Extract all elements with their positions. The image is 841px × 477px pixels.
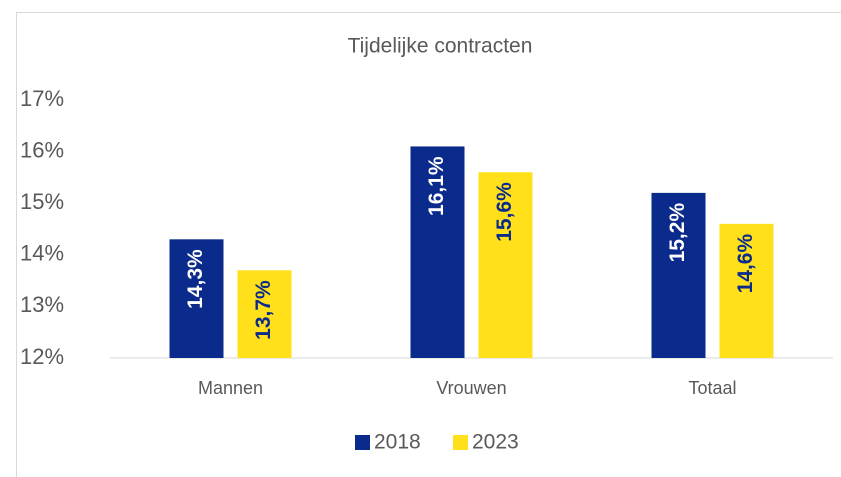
- value-label: 14,6%: [734, 234, 757, 294]
- bar: [478, 172, 533, 358]
- y-tick-label: 16%: [20, 137, 64, 162]
- bar: [169, 239, 224, 358]
- y-tick-label: 13%: [20, 292, 64, 317]
- y-tick-label: 12%: [20, 344, 64, 369]
- y-tick-label: 17%: [20, 86, 64, 111]
- value-label: 15,6%: [493, 182, 516, 242]
- chart-title: Tijdelijke contracten: [348, 35, 533, 58]
- legend-label: 2023: [472, 431, 519, 454]
- bar: [719, 223, 774, 358]
- legend-label: 2018: [374, 431, 421, 454]
- bar: [237, 270, 292, 358]
- x-tick-label: Vrouwen: [436, 378, 506, 398]
- value-label: 16,1%: [425, 156, 448, 216]
- bar: [410, 146, 465, 358]
- y-tick-label: 15%: [20, 189, 64, 214]
- legend-swatch: [355, 435, 370, 450]
- bar: [651, 192, 706, 358]
- x-tick-label: Totaal: [688, 378, 736, 398]
- x-tick-label: Mannen: [198, 378, 263, 398]
- value-label: 15,2%: [666, 203, 689, 263]
- legend-swatch: [453, 435, 468, 450]
- y-tick-label: 14%: [20, 241, 64, 266]
- value-label: 13,7%: [252, 280, 275, 340]
- value-label: 14,3%: [184, 249, 207, 309]
